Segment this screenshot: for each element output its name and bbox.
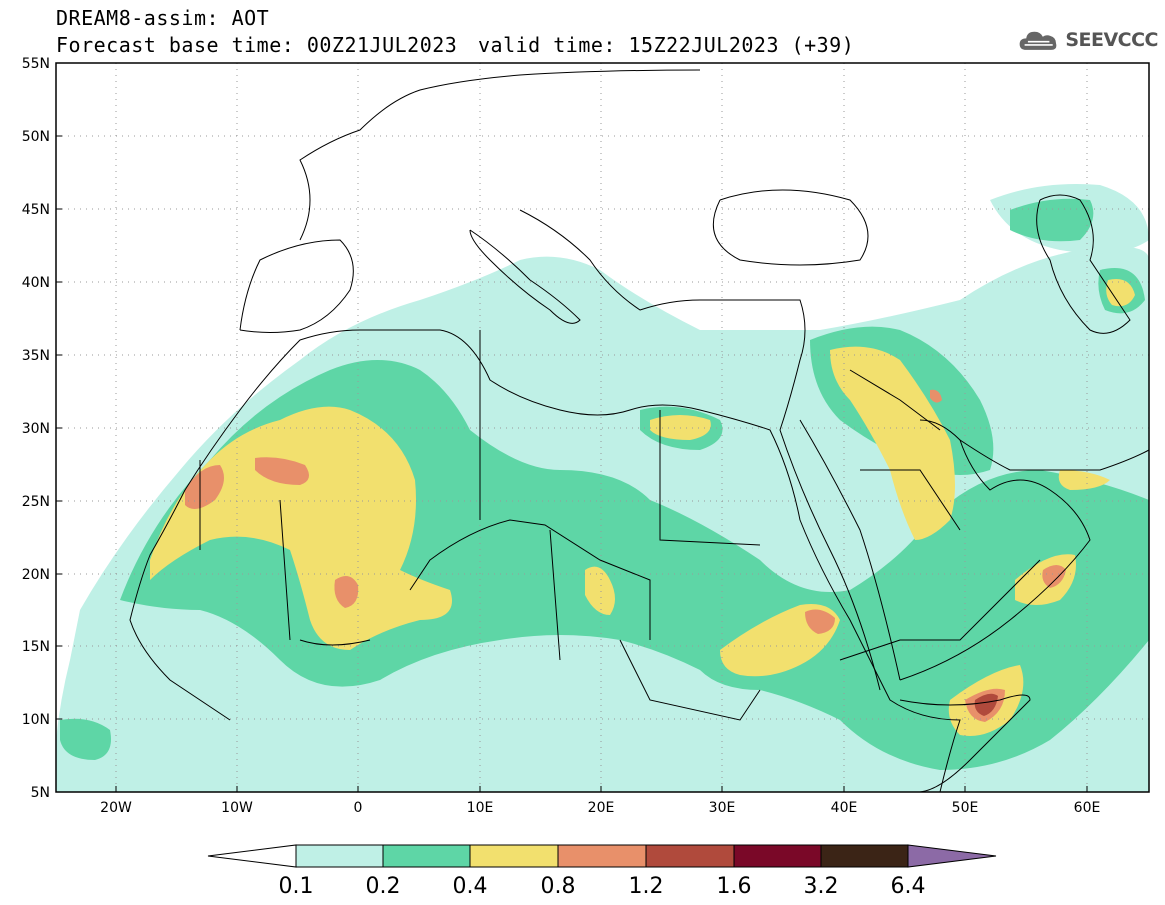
colorbar-segment <box>295 844 384 868</box>
lat-label: 50N <box>22 129 50 145</box>
latitude-labels: 55N 50N 45N 40N 35N 30N 25N 20N 15N 10N … <box>22 56 50 801</box>
seevccc-logo: SEEVCCC <box>1018 22 1158 58</box>
colorbar-label: 0.1 <box>279 874 314 899</box>
colorbar-label: 6.4 <box>891 874 926 899</box>
colorbar <box>207 844 997 868</box>
colorbar-label: 1.6 <box>717 874 752 899</box>
colorbar-segment <box>733 844 822 868</box>
colorbar-segment <box>820 844 909 868</box>
colorbar-label: 3.2 <box>804 874 839 899</box>
lat-label: 40N <box>22 275 50 291</box>
coastlines <box>129 69 1149 792</box>
aot-field <box>56 63 1149 792</box>
lon-label: 20E <box>588 800 615 816</box>
map-title: DREAM8-assim: AOT <box>56 6 270 30</box>
lon-label: 10W <box>221 800 253 816</box>
lon-label: 50E <box>952 800 979 816</box>
colorbar-label: 1.2 <box>629 874 664 899</box>
lat-label: 30N <box>22 421 50 437</box>
colorbar-label: 0.8 <box>541 874 576 899</box>
lat-label: 20N <box>22 567 50 583</box>
lon-label: 20W <box>100 800 132 816</box>
lat-label: 55N <box>22 56 50 72</box>
lon-label: 0 <box>354 800 363 816</box>
lon-label: 10E <box>467 800 494 816</box>
colorbar-segment <box>382 844 471 868</box>
cloud-logo-icon <box>1019 31 1057 50</box>
colorbar-segment <box>645 844 735 868</box>
valid-time: valid time: 15Z22JUL2023 (+39) <box>478 33 855 57</box>
lat-label: 25N <box>22 494 50 510</box>
lat-label: 15N <box>22 639 50 655</box>
colorbar-label: 0.4 <box>453 874 488 899</box>
colorbar-segment-lower-arrow <box>207 844 297 868</box>
logo-text: SEEVCCC <box>1065 29 1158 51</box>
lon-label: 30E <box>709 800 736 816</box>
lat-label: 5N <box>31 785 50 801</box>
colorbar-labels: 0.1 0.2 0.4 0.8 1.2 1.6 3.2 6.4 <box>279 874 926 899</box>
map-grid <box>56 63 1149 792</box>
colorbar-segment-upper-arrow <box>907 844 997 868</box>
lat-label: 45N <box>22 202 50 218</box>
forecast-base-time: Forecast base time: 00Z21JUL2023 <box>56 33 458 57</box>
colorbar-segment <box>557 844 647 868</box>
lat-label: 35N <box>22 348 50 364</box>
axis-ticks <box>56 135 1088 792</box>
colorbar-label: 0.2 <box>366 874 401 899</box>
lon-label: 60E <box>1074 800 1101 816</box>
lat-label: 10N <box>22 712 50 728</box>
longitude-labels: 20W 10W 0 10E 20E 30E 40E 50E 60E <box>100 800 1100 816</box>
lon-label: 40E <box>831 800 858 816</box>
colorbar-segment <box>469 844 559 868</box>
